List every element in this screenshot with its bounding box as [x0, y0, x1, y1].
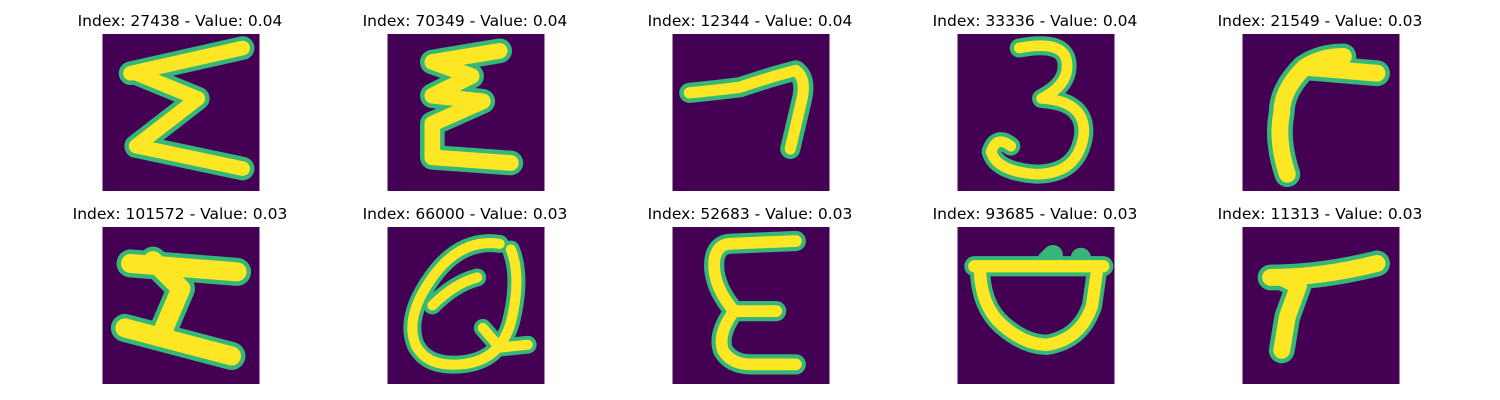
digit-image: [672, 34, 830, 191]
digit-image: [1242, 34, 1400, 191]
sample-tile: Index: 52683 - Value: 0.03: [635, 203, 865, 384]
sample-tile: Index: 33336 - Value: 0.04: [920, 10, 1150, 191]
digit-image: [102, 34, 260, 191]
sample-title: Index: 27438 - Value: 0.04: [77, 12, 283, 30]
sample-tile: Index: 27438 - Value: 0.04: [65, 10, 295, 191]
sample-title: Index: 70349 - Value: 0.04: [362, 12, 568, 30]
sample-title: Index: 12344 - Value: 0.04: [647, 12, 853, 30]
digit-image: [387, 34, 545, 191]
sample-title: Index: 21549 - Value: 0.03: [1217, 12, 1423, 30]
sample-tile: Index: 70349 - Value: 0.04: [350, 10, 580, 191]
sample-title: Index: 101572 - Value: 0.03: [72, 205, 288, 223]
sample-tile: Index: 11313 - Value: 0.03: [1205, 203, 1435, 384]
sample-tile: Index: 66000 - Value: 0.03: [350, 203, 580, 384]
digit-image: [672, 227, 830, 384]
sample-tile: Index: 12344 - Value: 0.04: [635, 10, 865, 191]
sample-title: Index: 33336 - Value: 0.04: [932, 12, 1138, 30]
sample-tile: Index: 21549 - Value: 0.03: [1205, 10, 1435, 191]
sample-tile: Index: 93685 - Value: 0.03: [920, 203, 1150, 384]
sample-title: Index: 66000 - Value: 0.03: [362, 205, 568, 223]
digit-image: [102, 227, 260, 384]
digit-image: [957, 227, 1115, 384]
digit-image: [957, 34, 1115, 191]
digit-image: [387, 227, 545, 384]
digit-image: [1242, 227, 1400, 384]
sample-tile: Index: 101572 - Value: 0.03: [65, 203, 295, 384]
sample-title: Index: 52683 - Value: 0.03: [647, 205, 853, 223]
sample-title: Index: 11313 - Value: 0.03: [1217, 205, 1423, 223]
sample-title: Index: 93685 - Value: 0.03: [932, 205, 1138, 223]
